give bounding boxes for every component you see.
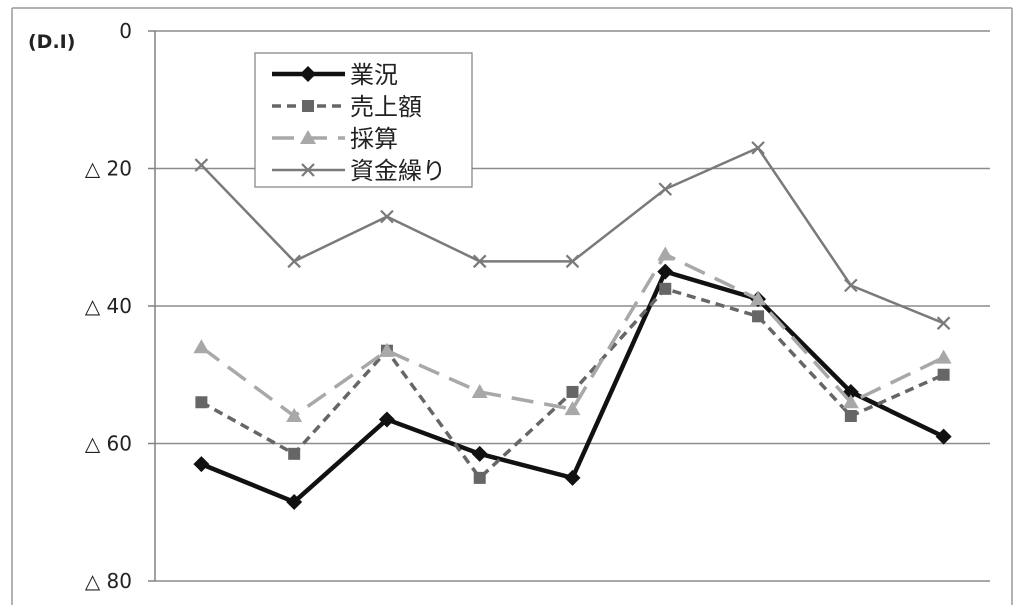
data-point (750, 291, 767, 306)
data-point (751, 141, 765, 155)
data-point (288, 447, 301, 460)
data-point (658, 182, 673, 196)
data-point (566, 385, 579, 398)
data-point (286, 493, 303, 510)
data-point (564, 401, 581, 416)
data-point (287, 254, 301, 269)
data-point (193, 456, 210, 473)
data-point (195, 396, 208, 409)
legend-label: 業況 (350, 61, 398, 89)
legend-label: 採算 (350, 125, 398, 153)
unit-label: (D.I) (28, 31, 75, 53)
data-point (471, 383, 488, 398)
series-line (200, 252, 945, 418)
data-point (471, 445, 488, 462)
data-point (378, 411, 395, 428)
legend-marker (300, 66, 316, 82)
data-point (844, 410, 857, 422)
y-tick-label: △ 80 (85, 569, 132, 593)
data-point (935, 428, 952, 445)
data-point (472, 254, 487, 269)
data-point (286, 408, 303, 422)
legend-marker (301, 163, 315, 177)
y-tick-labels: 0 △ 20 △ 40 △ 60 △ 80 (85, 19, 132, 593)
data-point (657, 263, 674, 280)
legend-entry: 資金繰り (272, 157, 446, 185)
data-point (378, 342, 395, 357)
data-point (936, 316, 951, 330)
legend-entry: 売上額 (272, 93, 422, 121)
series-4 (194, 141, 951, 330)
y-tick-label: △ 60 (85, 432, 132, 456)
data-point (844, 278, 858, 293)
data-point (565, 254, 580, 269)
data-point (842, 394, 859, 409)
data-point (194, 158, 209, 172)
legend-marker (300, 130, 316, 144)
y-tick-label: △ 20 (85, 157, 132, 181)
data-point (937, 368, 950, 381)
legend-label: 資金繰り (350, 157, 446, 185)
legend-label: 売上額 (350, 93, 422, 121)
data-point (752, 310, 765, 323)
data-point (935, 349, 952, 364)
series-lines (193, 141, 952, 510)
data-point (193, 339, 210, 354)
y-tick-label: 0 (119, 19, 132, 43)
data-point (380, 209, 394, 224)
data-point (659, 282, 672, 295)
data-point (473, 471, 486, 484)
legend-entry: 業況 (272, 61, 398, 89)
series-3 (193, 246, 952, 422)
data-point (657, 246, 674, 261)
legend-marker (302, 100, 314, 112)
legend-entry: 採算 (272, 125, 398, 153)
y-tick-label: △ 40 (85, 294, 132, 318)
data-point (564, 469, 581, 486)
